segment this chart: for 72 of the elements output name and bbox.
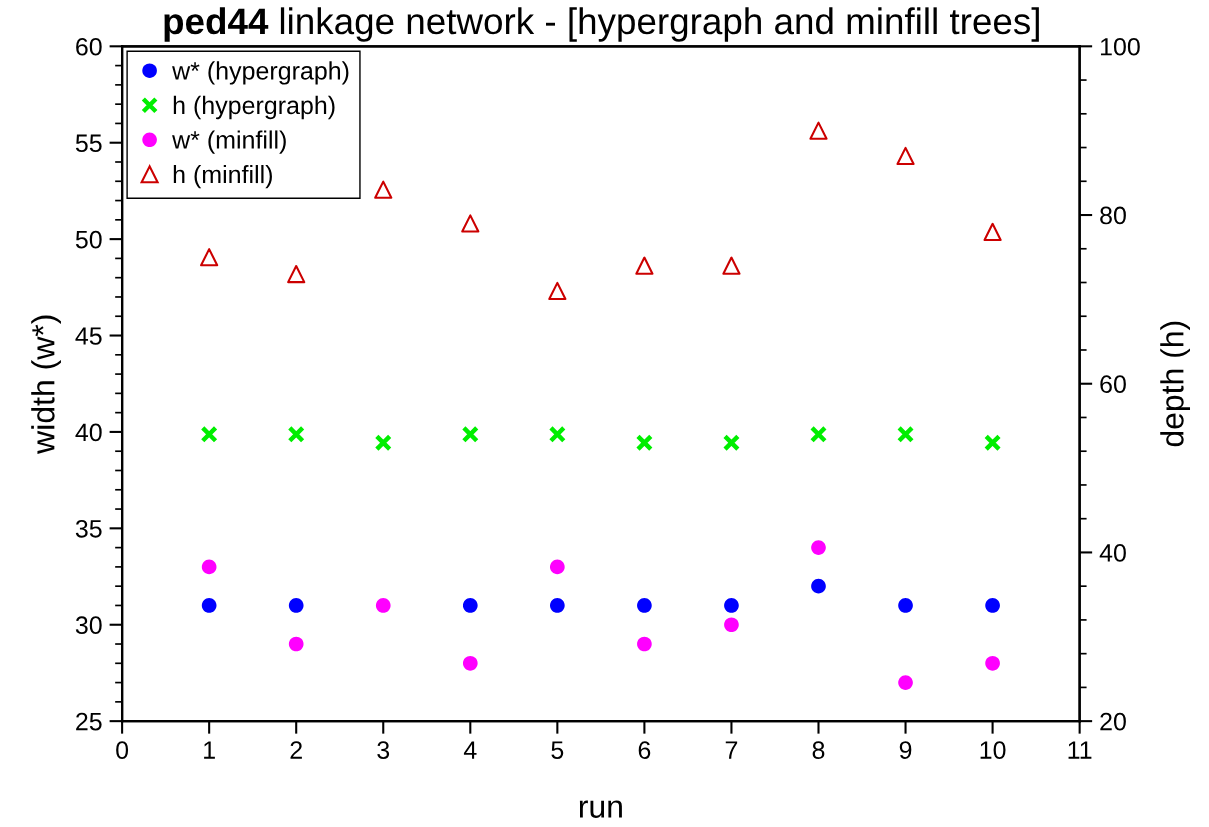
point [896, 146, 915, 166]
point [548, 281, 567, 301]
point [983, 434, 1002, 452]
x-tick-label: 8 [812, 741, 825, 759]
point [461, 214, 480, 233]
y2-tick-label: 80 [1100, 206, 1126, 225]
point [550, 559, 565, 575]
point [896, 425, 915, 443]
x-tick-label: 0 [116, 741, 129, 759]
point [635, 256, 654, 275]
x-tick-label: 5 [551, 741, 564, 759]
point [548, 425, 566, 443]
point [200, 425, 218, 443]
point [637, 598, 652, 613]
y-tick-label: 40 [75, 423, 102, 442]
y2-tick-label: 20 [1100, 712, 1126, 731]
point [985, 655, 1000, 671]
point [287, 425, 305, 443]
chart-title: ped44 linkage network - [hypergraph and minfill trees] [164, 7, 1039, 42]
point [462, 655, 478, 671]
point [811, 540, 826, 555]
x-tick-label: 11 [1068, 741, 1092, 759]
point [550, 598, 565, 613]
y-tick-label: 25 [76, 712, 102, 731]
legend-label: h (hypergraph) [173, 95, 335, 120]
y2-tick-label: 100 [1100, 37, 1140, 56]
legend-label: w* (minfill) [172, 130, 286, 154]
point [898, 675, 913, 690]
point [809, 425, 828, 443]
y-tick-label: 55 [75, 134, 102, 153]
y-tick-label: 30 [75, 616, 102, 635]
x-tick-label: 3 [377, 741, 390, 759]
point [461, 425, 479, 443]
y2-axis-title: depth (h) [1160, 321, 1191, 447]
point [201, 559, 217, 575]
point [637, 636, 652, 652]
y-axis-title: width (w*) [31, 315, 61, 454]
y-tick-label: 35 [75, 519, 102, 538]
x-tick-label: 1 [204, 741, 215, 759]
point [985, 598, 1000, 613]
point [288, 598, 304, 613]
point [374, 434, 392, 452]
x-tick-label: 7 [725, 741, 738, 759]
point [722, 434, 741, 452]
point [809, 121, 828, 140]
x-tick-label: 2 [290, 741, 302, 759]
y-tick-label: 60 [76, 37, 102, 56]
point [288, 636, 304, 652]
point [201, 598, 217, 613]
point [983, 222, 1002, 241]
y-tick-label: 50 [75, 230, 102, 249]
x-tick-label: 10 [980, 741, 1006, 759]
point [374, 180, 393, 199]
point [462, 598, 478, 613]
x-tick-label: 4 [463, 741, 477, 759]
point [811, 578, 826, 594]
point [722, 256, 741, 275]
point [724, 617, 739, 633]
legend-label: h (minfill) [173, 164, 272, 189]
point [375, 598, 391, 613]
point [898, 598, 913, 613]
x-tick-label: 9 [899, 741, 912, 759]
x-tick-label: 6 [638, 741, 651, 759]
y2-tick-label: 40 [1099, 544, 1126, 562]
x-axis-title: run [579, 800, 622, 818]
legend-label: w* (hypergraph) [172, 61, 349, 85]
point [724, 598, 739, 613]
y-tick-label: 45 [75, 327, 102, 345]
point [635, 434, 654, 452]
point [200, 248, 219, 267]
y2-tick-label: 60 [1100, 375, 1126, 394]
point [287, 264, 306, 284]
